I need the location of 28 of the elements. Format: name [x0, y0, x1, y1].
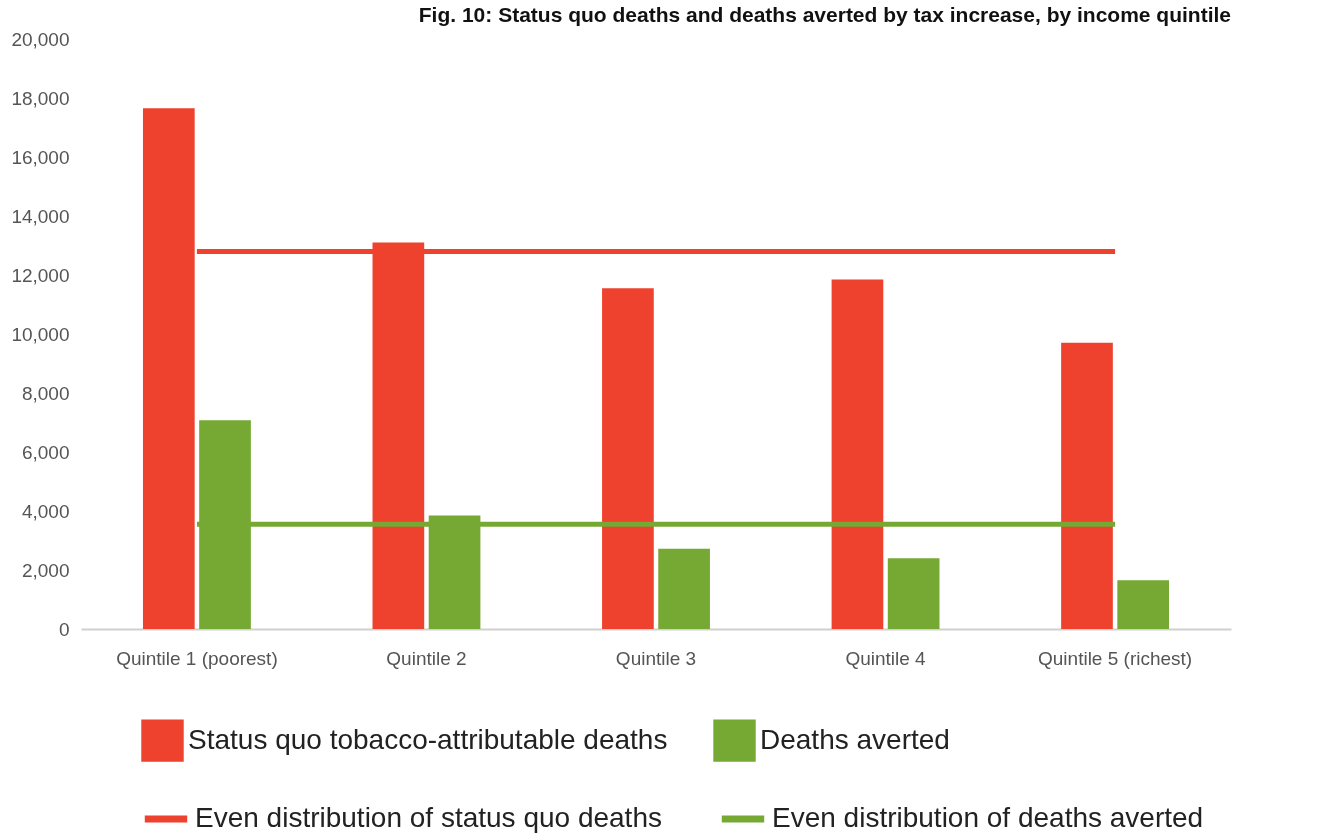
y-tick-label: 12,000 — [11, 264, 70, 286]
y-tick-label: 20,000 — [11, 28, 70, 50]
y-tick-label: 6,000 — [21, 441, 70, 463]
y-tick-label: 14,000 — [11, 205, 70, 227]
bar — [887, 558, 940, 629]
x-tick-label: Quintile 3 — [615, 647, 697, 669]
bar — [1117, 580, 1170, 629]
legend-label: Even distribution of deaths averted — [772, 802, 1204, 833]
legend-label: Deaths averted — [760, 723, 950, 755]
bar — [602, 288, 654, 629]
y-tick-label: 0 — [58, 618, 70, 640]
bar — [658, 548, 710, 629]
bar — [1061, 342, 1113, 629]
bar — [142, 108, 195, 629]
x-tick-label: Quintile 5 (richest) — [1038, 647, 1193, 669]
x-tick-label: Quintile 1 (poorest) — [116, 647, 278, 669]
x-tick-label: Quintile 4 — [845, 647, 927, 669]
legend-label: Status quo tobacco-attributable deaths — [188, 723, 668, 755]
chart-title: Fig. 10: Status quo deaths and deaths averted by tax increase, by income quintile — [418, 3, 1231, 26]
y-tick-label: 16,000 — [11, 146, 70, 168]
bar — [831, 279, 884, 629]
y-tick-label: 2,000 — [21, 559, 70, 581]
y-tick-label: 18,000 — [11, 87, 70, 109]
y-tick-label: 8,000 — [21, 382, 70, 404]
y-tick-label: 4,000 — [21, 500, 70, 522]
legend-label: Even distribution of status quo deaths — [195, 802, 662, 833]
x-tick-label: Quintile 2 — [386, 647, 467, 669]
y-tick-label: 10,000 — [11, 323, 70, 345]
